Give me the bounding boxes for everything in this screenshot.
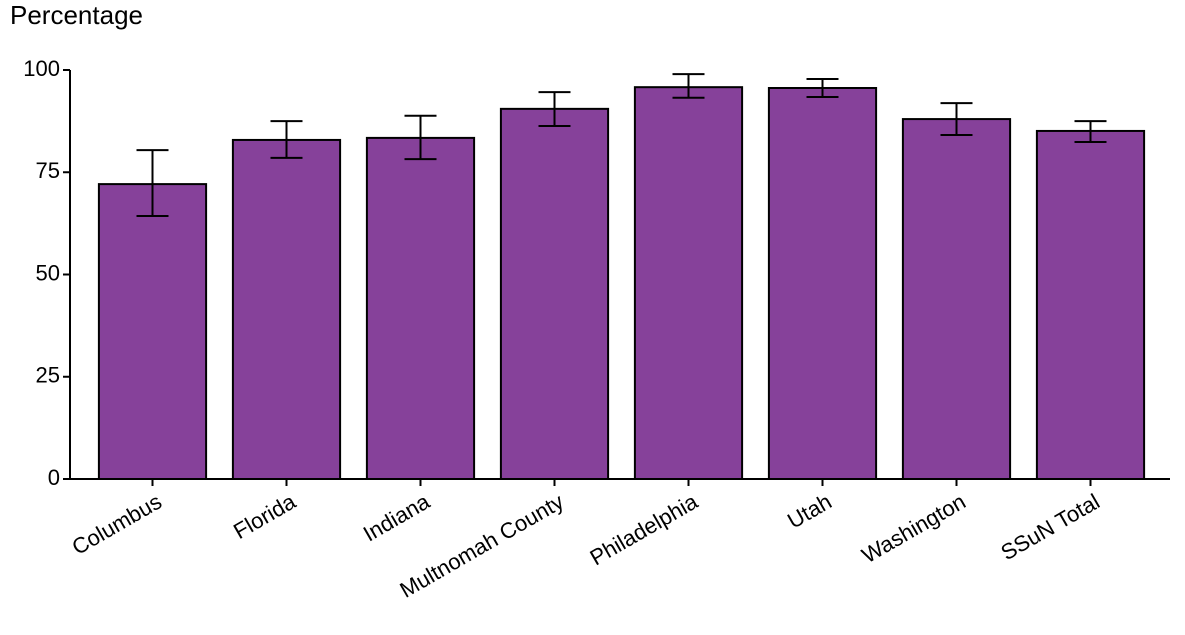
y-tick-label: 50 [36, 260, 60, 285]
bar [633, 86, 744, 480]
y-tick-label: 0 [48, 465, 60, 490]
x-tick-label: SSuN Total [996, 489, 1103, 565]
x-tick-label: Utah [783, 489, 836, 534]
bar [499, 107, 610, 480]
x-tick-label: Columbus [68, 489, 166, 560]
bar [97, 183, 208, 480]
y-tick-label: 100 [23, 56, 60, 81]
y-tick-label: 75 [36, 158, 60, 183]
y-axis-title: Percentage [10, 0, 143, 30]
x-tick-label: Indiana [359, 488, 435, 546]
bar [231, 138, 342, 480]
bar [901, 118, 1012, 481]
bar [767, 86, 878, 480]
x-tick-label: Florida [229, 488, 300, 544]
bar [365, 136, 476, 480]
x-tick-label: Philadelphia [586, 488, 703, 570]
x-tick-label: Washington [857, 489, 969, 568]
y-tick-label: 25 [36, 363, 60, 388]
bar [1035, 129, 1146, 480]
